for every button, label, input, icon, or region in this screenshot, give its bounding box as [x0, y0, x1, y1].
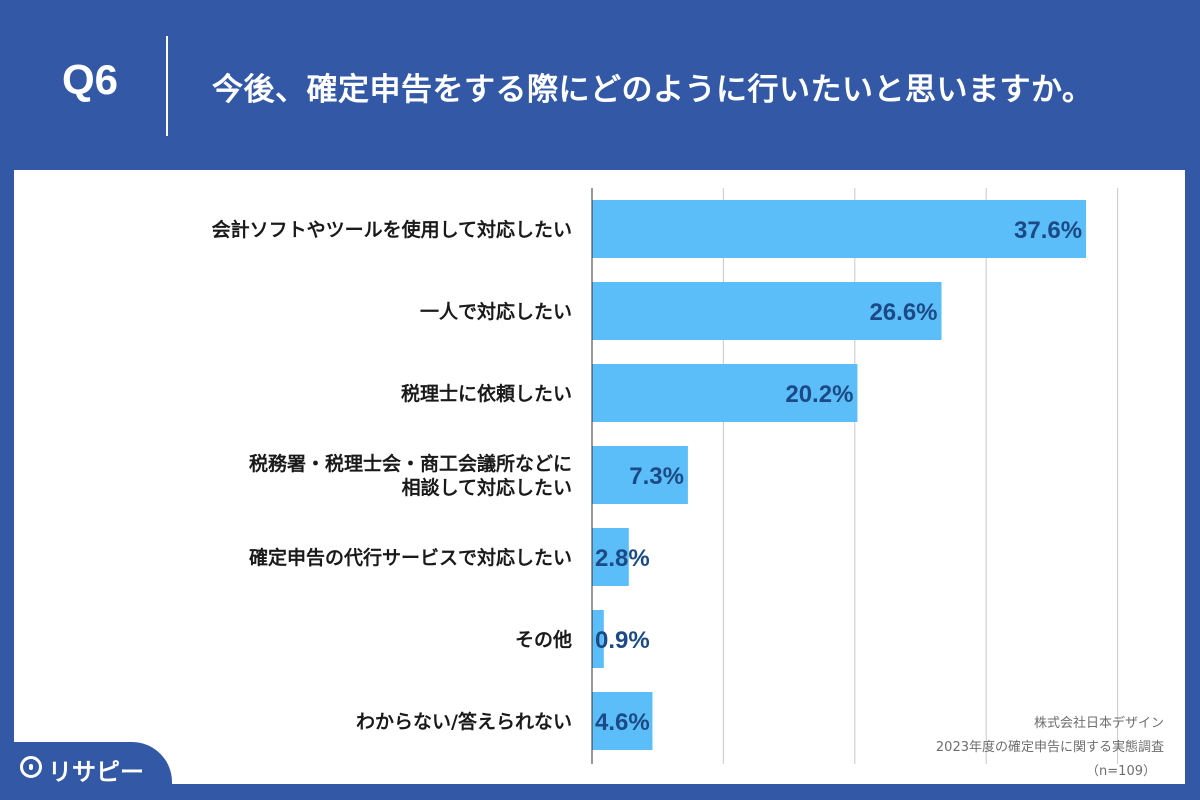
bar-chart: 37.6% 会計ソフトやツールを使用して対応したい 26.6% 一人で対応したい 20.…: [212, 188, 1119, 764]
bar: [592, 446, 688, 504]
chart-panel: 37.6% 会計ソフトやツールを使用して対応したい 26.6% 一人で対応したい 20.…: [14, 170, 1185, 784]
bar: [592, 364, 858, 422]
question-number: Q6: [62, 56, 119, 103]
source-sample-size: （n=109）: [1086, 764, 1156, 779]
category-label: 税理士に依頼したい: [401, 382, 572, 405]
data-label: 7.3%: [629, 463, 684, 490]
header-divider: [166, 36, 168, 136]
category-label: 一人で対応したい: [420, 300, 572, 323]
data-label: 4.6%: [595, 709, 650, 736]
source-survey: 2023年度の確定申告に関する実態調査: [935, 740, 1164, 755]
header: Q6 今後、確定申告をする際にどのように行いたいと思いますか。: [0, 0, 1200, 170]
bar: [592, 610, 604, 668]
question-title: 今後、確定申告をする際にどのように行いたいと思いますか。: [212, 72, 1094, 108]
pin-icon: [20, 756, 42, 778]
bar: [592, 282, 942, 340]
category-label: 税務署・税理士会・商工会議所などに: [249, 452, 572, 475]
category-label: 確定申告の代行サービスで対応したい: [249, 546, 572, 569]
data-label: 26.6%: [869, 299, 937, 326]
logo-text: リサピー: [48, 758, 144, 786]
data-label: 37.6%: [1014, 217, 1082, 244]
category-label: その他: [515, 628, 572, 651]
category-label: 相談して対応したい: [402, 476, 572, 499]
category-label: 会計ソフトやツールを使用して対応したい: [212, 218, 572, 241]
source-company: 株式会社日本デザイン: [1033, 716, 1164, 731]
data-label: 2.8%: [595, 545, 650, 572]
bar: [592, 692, 653, 750]
data-label: 20.2%: [785, 381, 853, 408]
bar: [592, 200, 1087, 258]
category-label: わからない/答えられない: [356, 710, 572, 733]
data-label: 0.9%: [595, 627, 650, 654]
bar: [592, 528, 629, 586]
